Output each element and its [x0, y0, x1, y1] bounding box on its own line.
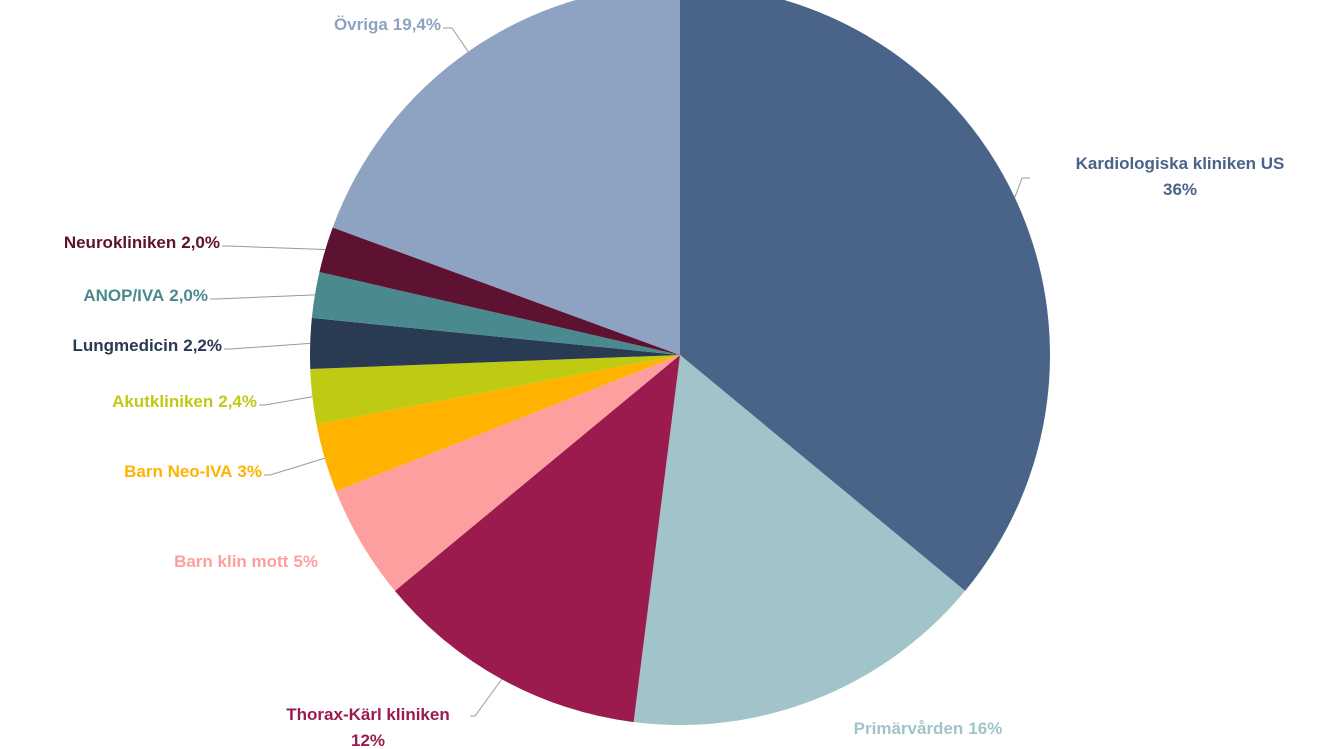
slice-label: Barn klin mott 5% — [174, 552, 318, 571]
leader-line — [210, 294, 315, 300]
slice-label: Akutkliniken 2,4% — [112, 392, 257, 411]
slice-label: ANOP/IVA 2,0% — [83, 286, 208, 305]
category-label: Primärvården — [854, 719, 964, 738]
pie-slice — [319, 227, 680, 355]
category-label: Neurokliniken — [64, 233, 176, 252]
value-label: 16% — [968, 719, 1002, 738]
pie-slice — [394, 355, 680, 723]
category-label: Barn Neo-IVA — [124, 462, 232, 481]
slice-label: Primärvården 16% — [854, 719, 1003, 738]
category-label: Kardiologiska kliniken US — [1076, 154, 1285, 173]
value-label: 19,4% — [393, 15, 441, 34]
leader-line — [222, 245, 326, 251]
pie-slice — [310, 317, 680, 369]
category-label: Övriga — [334, 15, 388, 34]
value-label: 2,0% — [181, 233, 220, 252]
value-label: 12% — [351, 731, 385, 749]
leader-line — [224, 342, 311, 350]
leader-line — [1014, 177, 1030, 198]
leader-line — [470, 678, 503, 717]
slice-label: Övriga 19,4% — [334, 15, 441, 34]
pie-slice — [311, 272, 680, 355]
leader-line — [259, 396, 313, 406]
category-label: Akutkliniken — [112, 392, 213, 411]
category-label: ANOP/IVA — [83, 286, 164, 305]
category-label: Barn klin mott — [174, 552, 289, 571]
category-label: Thorax-Kärl kliniken — [286, 705, 449, 724]
pie-slice — [316, 355, 680, 492]
pie-slice — [680, 0, 1050, 591]
value-label: 5% — [293, 552, 318, 571]
slice-label: Barn Neo-IVA 3% — [124, 462, 262, 481]
value-label: 3% — [237, 462, 262, 481]
pie-slice — [335, 355, 680, 591]
slice-label: Kardiologiska kliniken US 36% — [1076, 154, 1285, 199]
value-label: 2,2% — [183, 336, 222, 355]
slice-label: Thorax-Kärl kliniken 12% — [286, 705, 449, 749]
value-label: 2,0% — [169, 286, 208, 305]
pie-slice — [633, 355, 966, 726]
value-label: 2,4% — [218, 392, 257, 411]
leader-line — [264, 457, 325, 476]
pie-slice — [310, 355, 680, 425]
slice-label: Neurokliniken 2,0% — [64, 233, 220, 252]
pie-slice — [332, 0, 680, 355]
slice-label: Lungmedicin 2,2% — [72, 336, 222, 355]
value-label: 36% — [1163, 180, 1197, 199]
leader-line — [443, 27, 469, 52]
category-label: Lungmedicin — [72, 336, 178, 355]
